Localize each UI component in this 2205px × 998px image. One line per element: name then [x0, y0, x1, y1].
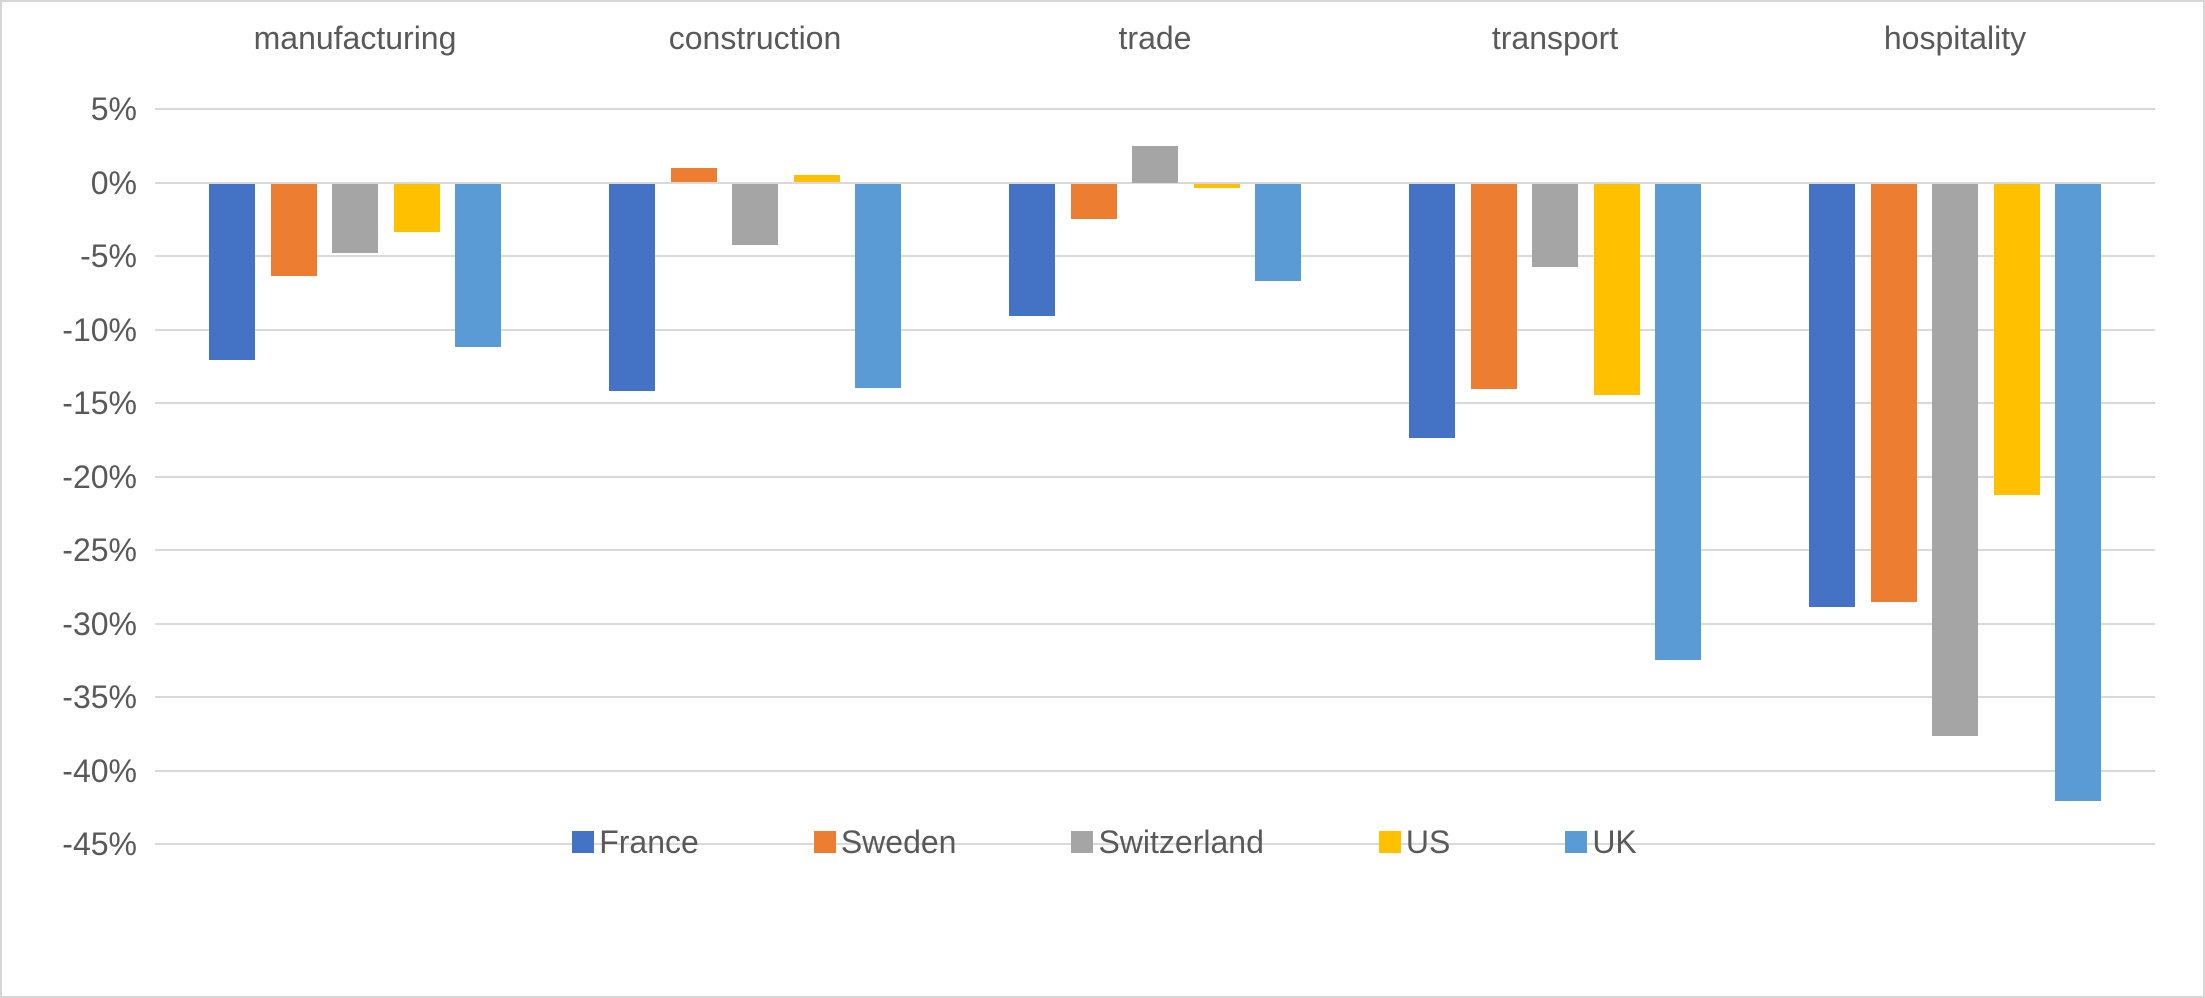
- category-axis: manufacturing construction trade transpo…: [155, 16, 2155, 60]
- bar-sweden-transport: [1470, 183, 1517, 390]
- y-tick-label: -5%: [80, 238, 137, 274]
- gridline: [155, 769, 2155, 772]
- bar-france-hospitality: [1809, 183, 1855, 607]
- bar-sweden-construction: [670, 167, 717, 183]
- gridline: [155, 255, 2155, 257]
- bar-switzerland-hospitality: [1932, 183, 1978, 737]
- legend-swatch-us: [1378, 831, 1401, 853]
- gridline: [155, 549, 2155, 551]
- y-tick-label: -10%: [62, 311, 137, 348]
- gridline: [155, 108, 2155, 110]
- bar-uk-hospitality: [2055, 183, 2101, 801]
- legend-item-switzerland: Switzerland: [1071, 823, 1264, 861]
- bar-uk-construction: [855, 183, 901, 388]
- bar-us-construction: [793, 175, 840, 183]
- legend-label-france: France: [599, 823, 699, 860]
- y-tick-label: -35%: [62, 679, 137, 715]
- y-tick-label: -15%: [62, 385, 137, 421]
- bar-uk-manufacturing: [455, 183, 501, 347]
- bar-us-transport: [1593, 183, 1640, 396]
- gridline: [155, 696, 2155, 698]
- category-label-manufacturing: manufacturing: [253, 20, 457, 56]
- bar-switzerland-trade: [1132, 145, 1178, 183]
- legend-label-sweden: Sweden: [840, 823, 957, 860]
- gridline: [155, 181, 2155, 184]
- legend-swatch-switzerland: [1071, 831, 1094, 853]
- bar-switzerland-construction: [732, 183, 778, 246]
- y-tick-label: -20%: [62, 458, 137, 495]
- legend-item-france: France: [572, 824, 699, 861]
- bar-sweden-manufacturing: [270, 183, 317, 277]
- bar-sweden-trade: [1070, 183, 1117, 219]
- legend-label-uk: UK: [1592, 823, 1637, 860]
- gridline: [155, 843, 2155, 845]
- y-tick-label: -25%: [62, 532, 137, 568]
- y-tick-label: -40%: [62, 752, 137, 789]
- gridline: [155, 328, 2155, 331]
- bar-uk-transport: [1655, 183, 1701, 660]
- y-tick-label: 5%: [90, 91, 137, 127]
- y-tick-label: -45%: [62, 826, 137, 862]
- bar-france-construction: [609, 183, 655, 391]
- bar-switzerland-transport: [1532, 183, 1578, 268]
- legend-label-switzerland: Switzerland: [1098, 823, 1264, 860]
- bar-france-manufacturing: [209, 183, 255, 360]
- gridline: [155, 622, 2155, 625]
- bar-france-transport: [1409, 183, 1455, 438]
- category-label-transport: transport: [1491, 20, 1619, 56]
- plot-area: [155, 108, 2155, 845]
- legend-swatch-uk: [1565, 831, 1588, 853]
- legend-item-uk: UK: [1565, 823, 1637, 861]
- bar-france-trade: [1009, 183, 1055, 316]
- y-tick-label: 0%: [90, 164, 137, 201]
- category-label-hospitality: hospitality: [1883, 20, 2027, 56]
- legend-item-us: US: [1378, 823, 1451, 861]
- bar-sweden-hospitality: [1870, 183, 1917, 603]
- legend-label-us: US: [1405, 823, 1451, 860]
- legend-item-sweden: Sweden: [813, 823, 957, 861]
- y-tick-label: -30%: [62, 605, 137, 642]
- bar-us-manufacturing: [393, 183, 440, 232]
- legend: France Sweden Switzerland US UK: [2, 822, 2203, 862]
- legend-swatch-france: [572, 831, 595, 853]
- bar-us-trade: [1193, 183, 1240, 188]
- bar-us-hospitality: [1993, 183, 2040, 496]
- legend-swatch-sweden: [813, 831, 836, 853]
- category-label-trade: trade: [1118, 20, 1192, 56]
- category-label-construction: construction: [668, 20, 842, 56]
- bar-uk-trade: [1255, 183, 1301, 281]
- bar-switzerland-manufacturing: [332, 183, 378, 253]
- gridline: [155, 475, 2155, 478]
- gridline: [155, 402, 2155, 404]
